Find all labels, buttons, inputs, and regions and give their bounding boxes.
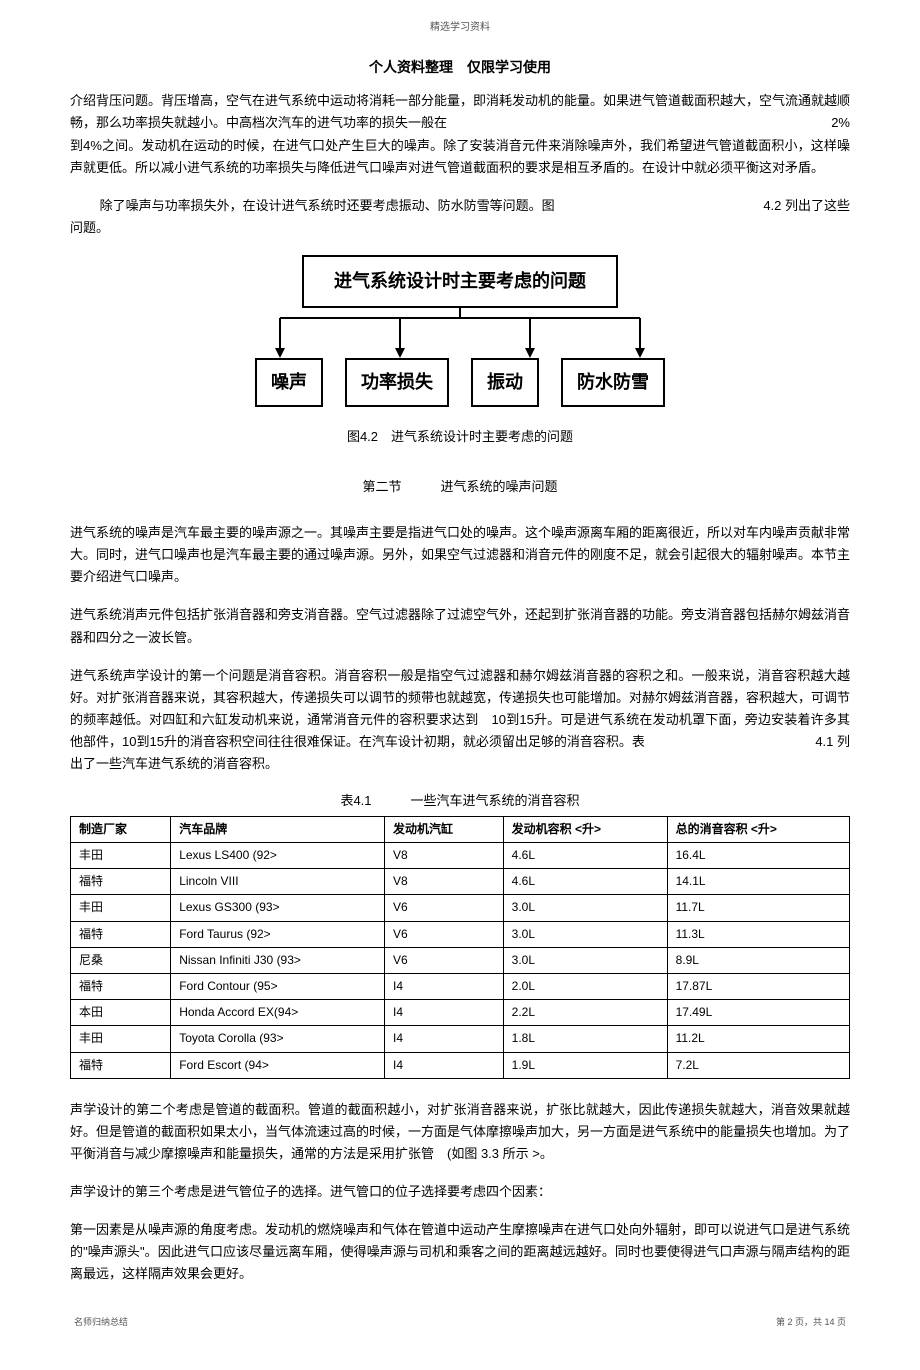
table-cell: 尼桑 [71,947,171,973]
table-cell: Nissan Infiniti J30 (93> [171,947,385,973]
table-row: 福特Ford Contour (95>I42.0L17.87L [71,974,850,1000]
table-cell: I4 [384,1052,503,1078]
table-cell: 2.2L [503,1000,667,1026]
para5-text: 进气系统声学设计的第一个问题是消音容积。消音容积一般是指空气过滤器和赫尔姆兹消音… [70,668,850,749]
table-cell: 11.3L [667,921,849,947]
paragraph-6: 声学设计的第二个考虑是管道的截面积。管道的截面积越小，对扩张消音器来说，扩张比就… [70,1099,850,1165]
table-caption: 表4.1 一些汽车进气系统的消音容积 [70,791,850,812]
table-cell: 4.6L [503,869,667,895]
table-cell: 1.8L [503,1026,667,1052]
table-col-3: 发动机容积 <升> [503,816,667,842]
para1-percent: 2% [831,112,850,134]
top-header: 精选学习资料 [70,20,850,36]
data-table: 制造厂家汽车品牌发动机汽缸发动机容积 <升>总的消音容积 <升> 丰田Lexus… [70,816,850,1079]
table-cell: 1.9L [503,1052,667,1078]
footer-left: 名师归纳总结 [74,1315,128,1329]
table-cell: 丰田 [71,895,171,921]
table-cell: 14.1L [667,869,849,895]
footer: 名师归纳总结 第 2 页，共 14 页 [70,1315,850,1329]
para1-text: 介绍背压问题。背压增高，空气在进气系统中运动将消耗一部分能量，即消耗发动机的能量… [70,93,850,130]
table-cell: 2.0L [503,974,667,1000]
table-cell: V6 [384,921,503,947]
table-cell: Ford Escort (94> [171,1052,385,1078]
diagram-box-0: 噪声 [255,358,323,407]
table-cell: Honda Accord EX(94> [171,1000,385,1026]
table-col-4: 总的消音容积 <升> [667,816,849,842]
paragraph-2: 除了噪声与功率损失外，在设计进气系统时还要考虑振动、防水防雪等问题。图 4.2 … [70,195,850,239]
para2-cont: 问题。 [70,220,109,235]
diagram-boxes-row: 噪声功率损失振动防水防雪 [255,358,665,407]
table-header-row: 制造厂家汽车品牌发动机汽缸发动机容积 <升>总的消音容积 <升> [71,816,850,842]
table-cell: Ford Taurus (92> [171,921,385,947]
doc-header: 个人资料整理 仅限学习使用 [70,56,850,78]
table-col-0: 制造厂家 [71,816,171,842]
para5-cont: 出了一些汽车进气系统的消音容积。 [70,756,278,771]
table-cell: Lexus LS400 (92> [171,843,385,869]
table-cell: 福特 [71,974,171,1000]
paragraph-1: 介绍背压问题。背压增高，空气在进气系统中运动将消耗一部分能量，即消耗发动机的能量… [70,90,850,178]
table-cell: 17.49L [667,1000,849,1026]
para5-ref: 4.1 列 [815,731,850,753]
table-cell: 4.6L [503,843,667,869]
para2-ref: 4.2 列出了这些 [763,195,850,217]
table-cell: 11.2L [667,1026,849,1052]
paragraph-4: 进气系统消声元件包括扩张消音器和旁支消音器。空气过滤器除了过滤空气外，还起到扩张… [70,604,850,648]
paragraph-7: 声学设计的第三个考虑是进气管位子的选择。进气管口的位子选择要考虑四个因素： [70,1181,850,1203]
table-row: 丰田Lexus GS300 (93>V63.0L11.7L [71,895,850,921]
table-row: 福特Lincoln VIIIV84.6L14.1L [71,869,850,895]
diagram-box-2: 振动 [471,358,539,407]
table-cell: 3.0L [503,947,667,973]
table-cell: V8 [384,843,503,869]
table-row: 福特Ford Taurus (92>V63.0L11.3L [71,921,850,947]
table-cell: 17.87L [667,974,849,1000]
figure-caption: 图4.2 进气系统设计时主要考虑的问题 [70,427,850,448]
table-cell: 7.2L [667,1052,849,1078]
diagram-box-1: 功率损失 [345,358,449,407]
table-cell: Lincoln VIII [171,869,385,895]
table-cell: Lexus GS300 (93> [171,895,385,921]
table-cell: 11.7L [667,895,849,921]
footer-right: 第 2 页，共 14 页 [776,1315,846,1329]
table-cell: I4 [384,1000,503,1026]
table-cell: 福特 [71,869,171,895]
table-cell: 丰田 [71,843,171,869]
table-cell: I4 [384,1026,503,1052]
table-cell: 3.0L [503,895,667,921]
paragraph-3: 进气系统的噪声是汽车最主要的噪声源之一。其噪声主要是指进气口处的噪声。这个噪声源… [70,522,850,588]
table-cell: 福特 [71,921,171,947]
para1-cont: 到4%之间。发动机在运动的时候，在进气口处产生巨大的噪声。除了安装消音元件来消除… [70,138,850,175]
table-cell: I4 [384,974,503,1000]
table-cell: 8.9L [667,947,849,973]
section-title: 第二节 进气系统的噪声问题 [70,477,850,498]
diagram-arrows [230,308,690,358]
table-cell: 丰田 [71,1026,171,1052]
table-row: 丰田Toyota Corolla (93>I41.8L11.2L [71,1026,850,1052]
table-cell: V6 [384,895,503,921]
paragraph-5: 进气系统声学设计的第一个问题是消音容积。消音容积一般是指空气过滤器和赫尔姆兹消音… [70,665,850,775]
para2-text: 除了噪声与功率损失外，在设计进气系统时还要考虑振动、防水防雪等问题。图 [100,198,555,213]
table-cell: Ford Contour (95> [171,974,385,1000]
table-col-2: 发动机汽缸 [384,816,503,842]
table-cell: 本田 [71,1000,171,1026]
table-cell: V6 [384,947,503,973]
paragraph-8: 第一因素是从噪声源的角度考虑。发动机的燃烧噪声和气体在管道中运动产生摩擦噪声在进… [70,1219,850,1285]
diagram: 进气系统设计时主要考虑的问题 噪声功率损失振动防水防雪 [70,255,850,407]
diagram-main-box: 进气系统设计时主要考虑的问题 [302,255,618,308]
table-cell: 3.0L [503,921,667,947]
table-cell: 16.4L [667,843,849,869]
diagram-box-3: 防水防雪 [561,358,665,407]
table-cell: Toyota Corolla (93> [171,1026,385,1052]
table-row: 本田Honda Accord EX(94>I42.2L17.49L [71,1000,850,1026]
table-row: 尼桑Nissan Infiniti J30 (93>V63.0L8.9L [71,947,850,973]
table-row: 丰田Lexus LS400 (92>V84.6L16.4L [71,843,850,869]
table-col-1: 汽车品牌 [171,816,385,842]
table-cell: V8 [384,869,503,895]
table-row: 福特Ford Escort (94>I41.9L7.2L [71,1052,850,1078]
table-cell: 福特 [71,1052,171,1078]
